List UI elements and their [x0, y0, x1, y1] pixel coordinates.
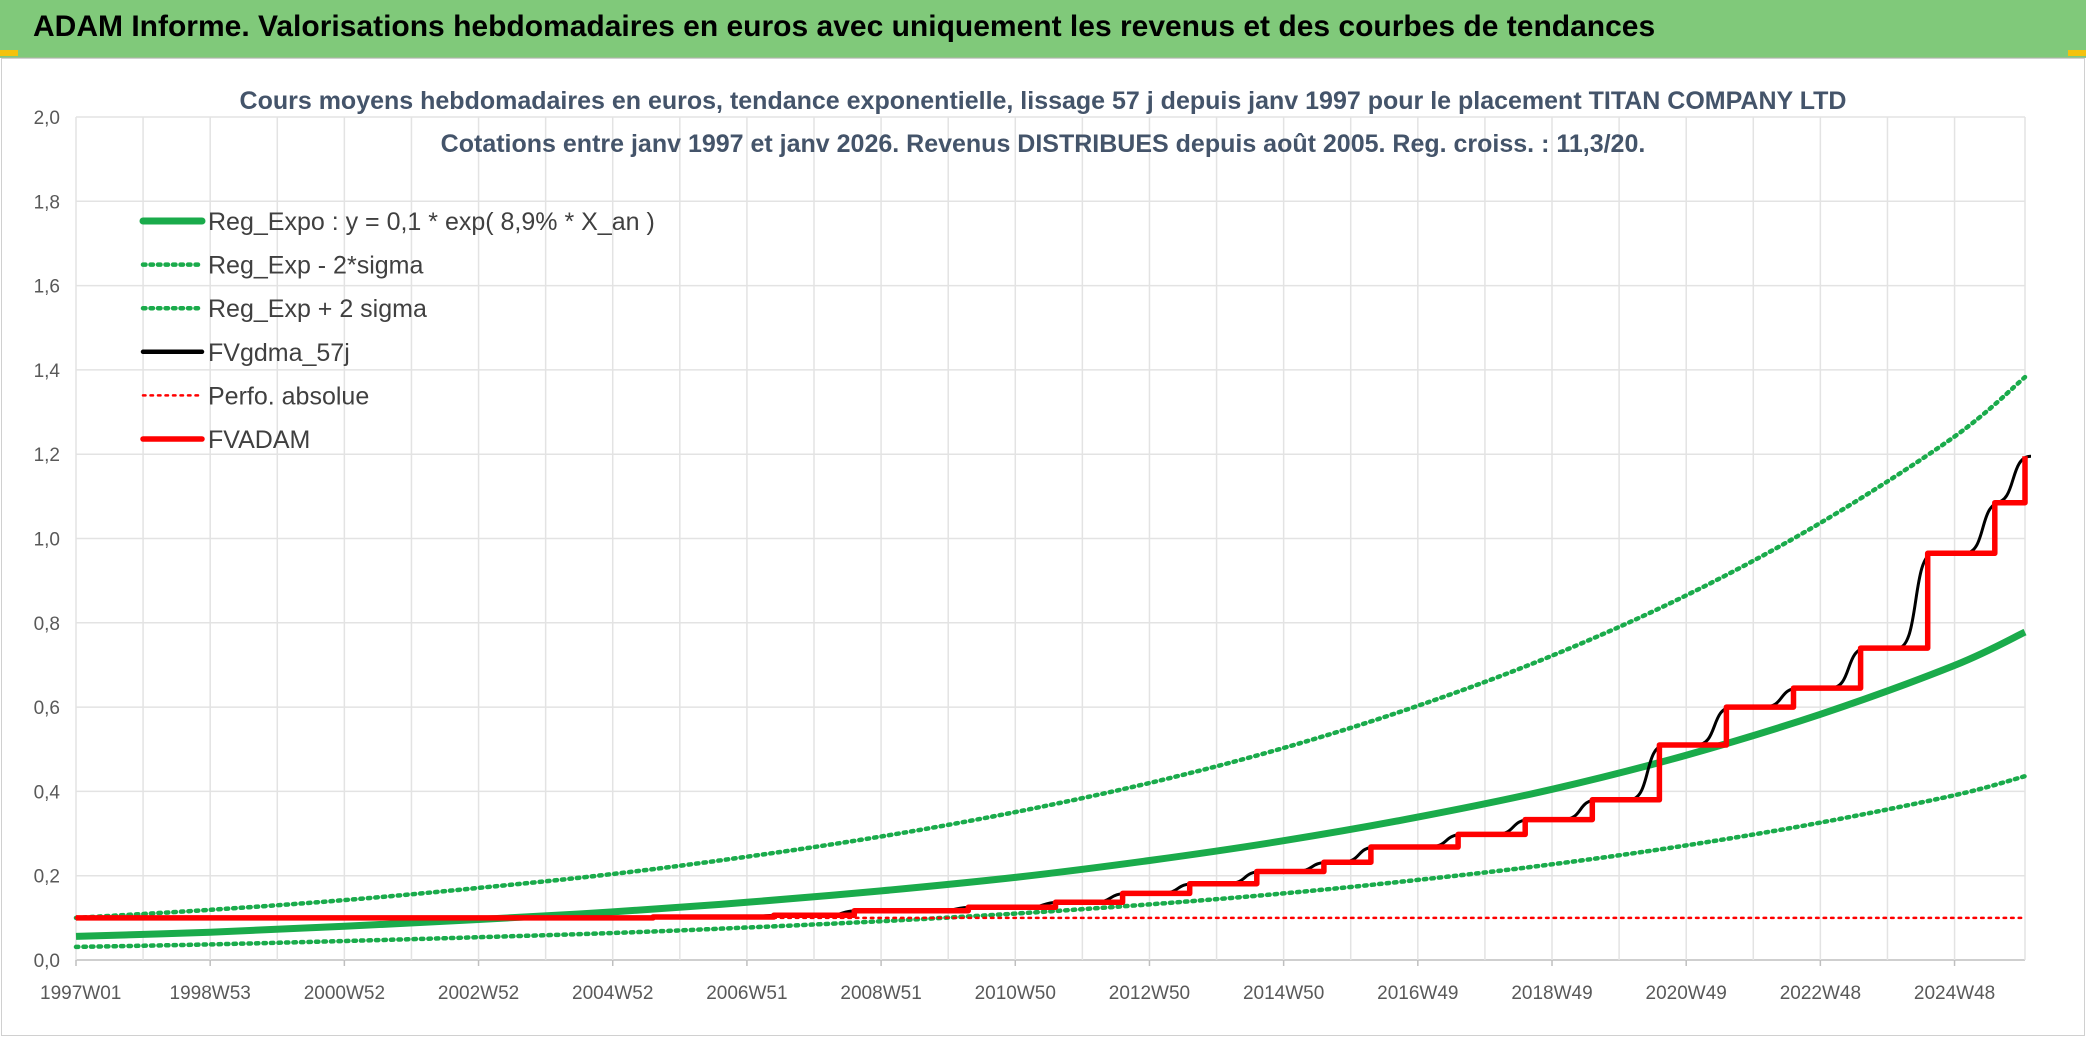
- legend: Reg_Expo : y = 0,1 * exp( 8,9% * X_an ) R…: [139, 208, 655, 454]
- series-fvgdma-57j-line: [76, 454, 2032, 920]
- x-tick-label: 2010W50: [975, 983, 1056, 1004]
- x-tick-label: 1997W01: [40, 983, 121, 1004]
- x-tick-label: 2012W50: [1109, 983, 1190, 1004]
- x-tick-label: 2002W52: [438, 983, 519, 1004]
- x-tick-label: 2024W48: [1914, 983, 1995, 1004]
- x-tick-label: 2008W51: [840, 983, 921, 1004]
- corner-accent-right: [2068, 50, 2086, 56]
- chart-subtitle-line-2: Cotations entre janv 1997 et janv 2026. …: [441, 130, 1646, 158]
- x-tick-label: 1998W53: [170, 983, 251, 1004]
- y-tick-label: 1,2: [34, 445, 60, 466]
- legend-label: FVADAM: [208, 426, 310, 454]
- x-tick-label: 2022W48: [1780, 983, 1861, 1004]
- legend-label: Reg_Exp - 2*sigma: [208, 252, 423, 280]
- legend-label: Reg_Expo : y = 0,1 * exp( 8,9% * X_an ): [208, 208, 655, 236]
- y-tick-label: 0,0: [34, 951, 60, 972]
- x-tick-label: 2014W50: [1243, 983, 1324, 1004]
- report-header: ADAM Informe. Valorisations hebdomadaire…: [0, 0, 2086, 58]
- x-tick-label: 2020W49: [1646, 983, 1727, 1004]
- x-tick-label: 2000W52: [304, 983, 385, 1004]
- y-tick-label: 1,0: [34, 530, 60, 551]
- chart-area-border: [1, 58, 2085, 1036]
- y-tick-label: 2,0: [34, 108, 60, 129]
- series-reg-exp-2-sigma-line: [73, 374, 2028, 921]
- x-tick-label: 2004W52: [572, 983, 653, 1004]
- y-axis-ticks: 0,0 0,2 0,4 0,6 0,8 1,0 1,2 1,4 1,6 1,8 2,0: [34, 108, 61, 972]
- x-tick-label: 2016W49: [1377, 983, 1458, 1004]
- chart-subtitle-line-1: Cours moyens hebdomadaires en euros, ten…: [240, 87, 1847, 115]
- series-fvadam-line: [76, 456, 2028, 921]
- y-tick-label: 1,4: [34, 361, 61, 382]
- series-layer: [73, 374, 2032, 950]
- y-tick-label: 0,8: [34, 614, 60, 635]
- x-tick-label: 2018W49: [1511, 983, 1592, 1004]
- y-tick-label: 0,6: [34, 698, 60, 719]
- y-tick-label: 1,6: [34, 277, 60, 298]
- grid: [75, 116, 2026, 961]
- corner-accent-left: [0, 50, 18, 56]
- y-tick-label: 1,8: [34, 192, 60, 213]
- series-reg-expo-y-0-1-exp-8-9-x-an-line: [75, 628, 2027, 940]
- series-reg-exp-2-sigma-line: [73, 773, 2028, 950]
- x-tick-label: 2006W51: [706, 983, 787, 1004]
- y-tick-label: 0,2: [34, 867, 60, 888]
- legend-label: FVgdma_57j: [208, 339, 350, 367]
- report-title: ADAM Informe. Valorisations hebdomadaire…: [33, 10, 1656, 43]
- x-axis-ticks: 1997W01 1998W53 2000W52 2002W52 2004W52 2006W…: [40, 960, 1995, 1004]
- legend-label: Reg_Exp + 2 sigma: [208, 295, 427, 323]
- y-tick-label: 0,4: [34, 782, 61, 803]
- legend-label: Perfo. absolue: [208, 382, 369, 410]
